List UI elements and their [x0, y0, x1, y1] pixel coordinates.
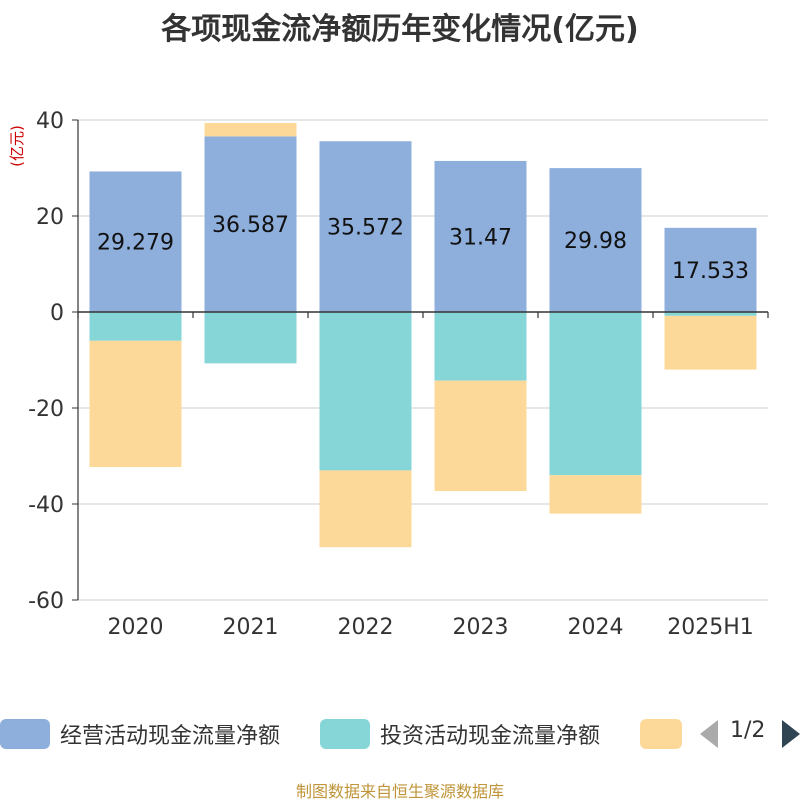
- legend-swatch-investing: [320, 719, 370, 749]
- bar-segment: [664, 315, 757, 370]
- x-tick-label: 2020: [108, 615, 164, 640]
- legend-swatch-financing: [640, 719, 682, 749]
- bar-segment: [664, 227, 757, 312]
- x-tick-label: 2022: [338, 615, 394, 640]
- bars: [89, 122, 757, 548]
- bar-segment: [549, 312, 642, 476]
- x-tick-label: 2025H1: [667, 615, 754, 640]
- bar-segment: [549, 168, 642, 312]
- legend-swatch-operating: [0, 719, 50, 749]
- y-tick-label: 20: [36, 205, 64, 230]
- legend-item-operating[interactable]: 经营活动现金流量净额: [0, 716, 280, 752]
- data-label: 31.47: [449, 225, 512, 250]
- y-axis-label: (亿元): [8, 125, 26, 167]
- axes: 40 20 0 -20 -40 -60 (亿元) 2020 2021 2022 2023 2024 20…: [8, 109, 769, 640]
- chart-title: 各项现金流净额历年变化情况(亿元): [161, 12, 639, 47]
- bar-segment: [434, 312, 527, 381]
- bar-segment: [664, 312, 757, 316]
- data-label: 29.98: [564, 229, 627, 254]
- source-note: 制图数据来自恒生聚源数据库: [295, 782, 504, 801]
- bar-segment: [434, 160, 527, 312]
- legend-label-operating: 经营活动现金流量净额: [60, 724, 281, 749]
- bar-segment: [89, 312, 182, 341]
- x-tick-label: 2024: [568, 615, 624, 640]
- data-label: 36.587: [212, 213, 289, 238]
- x-tick-label: 2023: [453, 615, 509, 640]
- data-label: 35.572: [327, 216, 404, 241]
- y-tick-label: 0: [50, 301, 64, 326]
- bar-segment: [319, 470, 412, 548]
- data-label: 17.533: [672, 259, 749, 284]
- legend-page-indicator: 1/2: [730, 718, 766, 743]
- bar-segment: [549, 475, 642, 514]
- legend-item-financing[interactable]: [640, 716, 682, 752]
- y-tick-label: 40: [36, 109, 64, 134]
- data-labels: 29.279 36.587 35.572 31.47 29.98 17.533: [97, 213, 749, 284]
- data-label: 29.279: [97, 231, 174, 256]
- legend-label-investing: 投资活动现金流量净额: [380, 724, 601, 749]
- chart-plot: 40 20 0 -20 -40 -60 (亿元) 2020 2021 2022 2023 2024 20…: [8, 109, 769, 640]
- bar-segment: [89, 171, 182, 312]
- bar-segment: [89, 340, 182, 468]
- y-tick-label: -40: [28, 493, 64, 518]
- bar-segment: [319, 312, 412, 471]
- legend-prev-arrow-icon[interactable]: [700, 720, 718, 748]
- legend-next-arrow-icon[interactable]: [782, 720, 800, 748]
- bar-segment: [204, 122, 297, 137]
- bar-segment: [434, 380, 527, 492]
- y-tick-label: -20: [28, 397, 64, 422]
- x-tick-label: 2021: [223, 615, 279, 640]
- legend: 经营活动现金流量净额 投资活动现金流量净额 1/2: [0, 716, 800, 752]
- bar-segment: [319, 141, 412, 312]
- bar-segment: [204, 136, 297, 312]
- legend-item-investing[interactable]: 投资活动现金流量净额: [320, 716, 600, 752]
- bar-segment: [204, 312, 297, 364]
- y-tick-label: -60: [28, 589, 64, 614]
